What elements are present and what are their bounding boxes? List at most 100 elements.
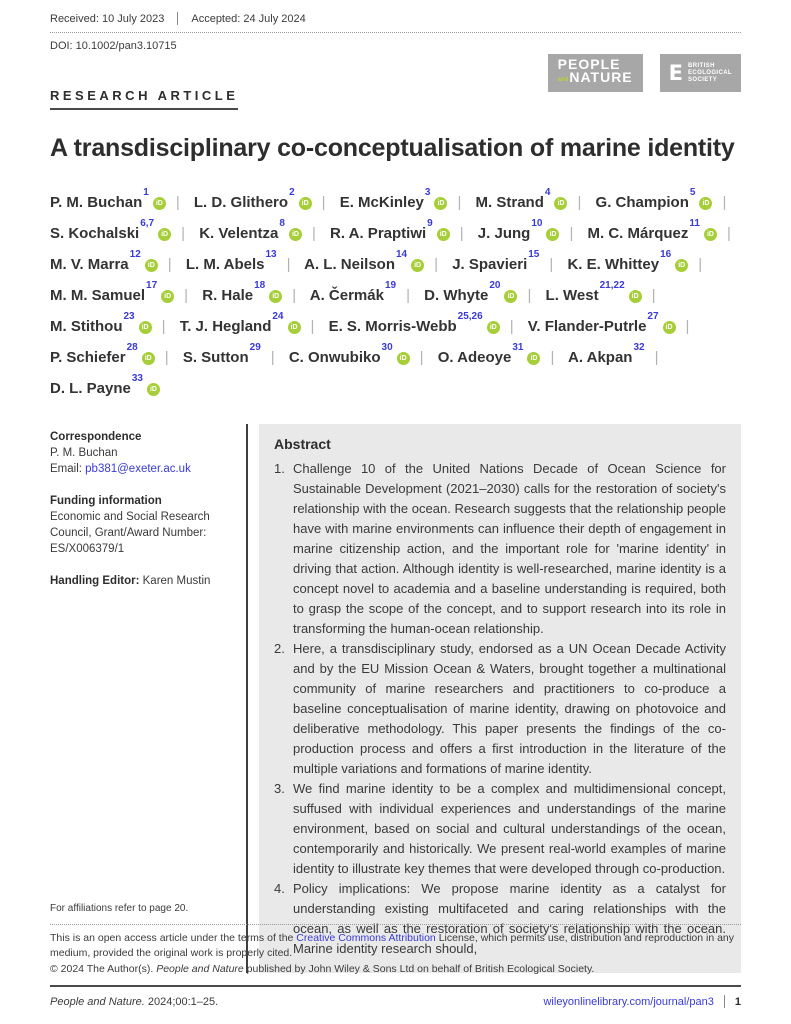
author: V. Flander-Putrle27iD |: [528, 311, 700, 335]
sidebar: Correspondence P. M. Buchan Email: pb381…: [50, 424, 238, 973]
orcid-icon[interactable]: iD: [699, 197, 713, 210]
author: S. Kochalski6,7iD |: [50, 218, 195, 242]
email-link[interactable]: pb381@exeter.ac.uk: [85, 463, 191, 475]
abstract-point-number: 2.: [274, 641, 285, 656]
author-name: E. McKinley: [339, 194, 424, 211]
footer-divider: [723, 995, 725, 1008]
author-separator: |: [654, 349, 659, 366]
author: L. D. Glithero2iD |: [193, 187, 336, 211]
orcid-icon[interactable]: iD: [554, 197, 568, 210]
author: E. S. Morris-Webb25,26iD |: [329, 311, 524, 335]
orcid-icon[interactable]: iD: [298, 197, 312, 210]
author-name: R. A. Praptiwi: [330, 225, 427, 242]
author-name: K. Velentza: [199, 225, 279, 242]
orcid-icon[interactable]: iD: [436, 228, 450, 241]
orcid-icon[interactable]: iD: [152, 197, 166, 210]
orcid-icon[interactable]: iD: [546, 228, 560, 241]
people-and-nature-logo: PEOPLE andNATURE: [547, 54, 643, 92]
open-access-post: License, which permits use, distribution…: [50, 932, 735, 959]
author-separator: |: [685, 318, 690, 335]
author-separator: |: [161, 318, 166, 335]
email-label: Email:: [50, 463, 86, 475]
author-name: M. M. Samuel: [50, 287, 146, 304]
orcid-icon[interactable]: iD: [527, 352, 541, 365]
handling-editor-block: Handling Editor: Karen Mustin: [50, 573, 238, 589]
author-affiliation-superscript: 14: [395, 249, 408, 260]
orcid-icon[interactable]: iD: [158, 228, 172, 241]
abstract-point-number: 4.: [274, 881, 285, 896]
abstract-point: 3. We find marine identity to be a comple…: [274, 779, 726, 879]
author-affiliation-superscript: 28: [126, 342, 138, 353]
orcid-icon[interactable]: iD: [141, 352, 155, 365]
author-affiliation-superscript: 27: [647, 311, 659, 322]
journal-logo-line2: andNATURE: [558, 70, 633, 87]
citation-row: People and Nature. 2024;00:1–25. wileyon…: [50, 985, 741, 1014]
author-name: M. Stithou: [50, 318, 123, 335]
copyright-journal-name: People and Nature: [156, 963, 244, 975]
citation-journal-name: People and Nature.: [50, 995, 145, 1008]
orcid-icon[interactable]: iD: [146, 383, 160, 396]
author-separator: |: [509, 318, 514, 335]
funding-heading: Funding information: [50, 495, 162, 507]
orcid-icon[interactable]: iD: [287, 321, 301, 334]
author-affiliation-superscript: 19: [384, 280, 397, 291]
author: L. M. Abels13 |: [186, 249, 301, 273]
orcid-icon[interactable]: iD: [675, 259, 689, 272]
author-separator: |: [577, 194, 582, 211]
author-affiliation-superscript: 10: [531, 218, 543, 229]
author-affiliation-superscript: 11: [689, 218, 700, 229]
orcid-icon[interactable]: iD: [504, 290, 518, 303]
orcid-icon[interactable]: iD: [144, 259, 158, 272]
orcid-icon[interactable]: iD: [434, 197, 448, 210]
creative-commons-link[interactable]: Creative Commons Attribution: [296, 932, 436, 944]
author-separator: |: [321, 194, 326, 211]
open-access-statement: This is an open access article under the…: [50, 931, 741, 961]
author-separator: |: [175, 194, 180, 211]
author: K. E. Whittey16iD |: [567, 249, 712, 273]
orcid-icon[interactable]: iD: [161, 290, 175, 303]
orcid-icon[interactable]: iD: [138, 321, 152, 334]
author-separator: |: [270, 349, 275, 366]
author-name: R. Hale: [202, 287, 254, 304]
author-name: A. Čermák: [309, 287, 384, 304]
orcid-icon[interactable]: iD: [411, 259, 425, 272]
orcid-icon[interactable]: iD: [703, 228, 717, 241]
abstract-point-number: 1.: [274, 461, 285, 476]
author-name: L. D. Glithero: [193, 194, 289, 211]
bes-text-line3: SOCIETY: [688, 76, 718, 83]
author-affiliation-superscript: 20: [489, 280, 501, 291]
author-name: M. Strand: [475, 194, 544, 211]
logo-block: PEOPLE andNATURE E BRITISH ECOLOGICAL SO…: [547, 54, 741, 92]
author: E. McKinley3iD |: [339, 187, 472, 211]
author-affiliation-superscript: 9: [427, 218, 433, 229]
author-separator: |: [164, 349, 169, 366]
author-separator: |: [292, 287, 297, 304]
author-name: M. C. Márquez: [587, 225, 689, 242]
author-name: P. M. Buchan: [50, 194, 143, 211]
author: T. J. Hegland24iD |: [180, 311, 325, 335]
orcid-icon[interactable]: iD: [628, 290, 642, 303]
author-affiliation-superscript: 15: [528, 249, 540, 260]
orcid-icon[interactable]: iD: [269, 290, 283, 303]
copyright-statement: © 2024 The Author(s). People and Nature …: [50, 962, 741, 977]
author-separator: |: [569, 225, 574, 242]
orcid-icon[interactable]: iD: [486, 321, 500, 334]
author-separator: |: [457, 194, 462, 211]
author-affiliation-superscript: 31: [512, 342, 524, 353]
author: L. West21,22iD |: [546, 280, 666, 304]
author-name: C. Onwubiko: [288, 349, 381, 366]
correspondence-email-line: Email: pb381@exeter.ac.uk: [50, 461, 238, 477]
author-separator: |: [406, 287, 410, 304]
author-affiliation-superscript: 12: [129, 249, 141, 260]
affiliations-note: For affiliations refer to page 20.: [50, 903, 189, 914]
author-affiliation-superscript: 25,26: [457, 311, 483, 322]
journal-website-link[interactable]: wileyonlinelibrary.com/journal/pan3: [543, 995, 714, 1008]
author-affiliation-superscript: 5: [689, 187, 696, 198]
author-affiliation-superscript: 18: [254, 280, 266, 291]
doi-text: DOI: 10.1002/pan3.10715: [50, 40, 177, 52]
orcid-icon[interactable]: iD: [288, 228, 302, 241]
footer: For affiliations refer to page 20. This …: [50, 903, 741, 1014]
correspondence-name: P. M. Buchan: [50, 447, 118, 459]
orcid-icon[interactable]: iD: [396, 352, 410, 365]
orcid-icon[interactable]: iD: [662, 321, 676, 334]
